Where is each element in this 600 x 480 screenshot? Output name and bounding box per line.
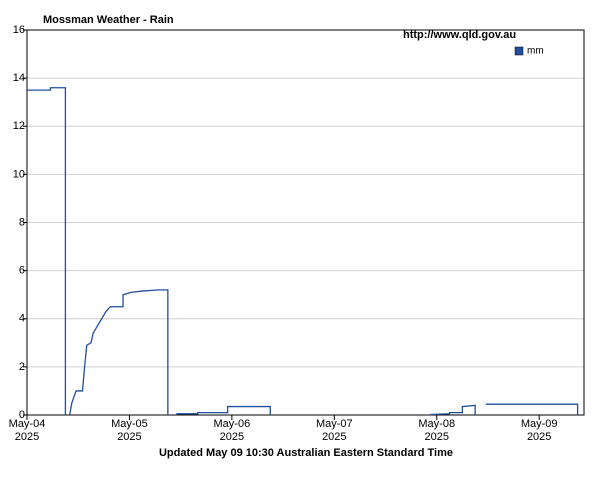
y-tick-label: 16 [13, 24, 25, 36]
x-tick-year: 2025 [527, 431, 551, 443]
x-tick-year: 2025 [15, 431, 39, 443]
x-tick-label: May-07 [316, 418, 353, 430]
y-tick-label: 4 [19, 313, 25, 325]
x-tick-label: May-06 [214, 418, 251, 430]
footer: Updated May 09 10:30 Australian Eastern … [159, 447, 453, 459]
chart-title: Mossman Weather - Rain [43, 14, 174, 26]
x-tick-label: May-08 [418, 418, 455, 430]
y-tick-label: 6 [19, 265, 25, 277]
plot-frame [26, 29, 585, 416]
legend-swatch [514, 46, 524, 56]
y-tick-label: 8 [19, 216, 25, 228]
rain-line [27, 87, 579, 416]
x-tick-label: May-04 [9, 418, 46, 430]
y-tick-label: 14 [13, 72, 25, 84]
y-tick-label: 2 [19, 361, 25, 373]
x-tick-label: May-09 [521, 418, 558, 430]
source-url: http://www.qld.gov.au [403, 29, 516, 41]
x-tick-year: 2025 [425, 431, 449, 443]
y-tick-label: 10 [13, 168, 25, 180]
x-tick-label: May-05 [111, 418, 148, 430]
x-tick-year: 2025 [322, 431, 346, 443]
legend-label: mm [527, 46, 544, 57]
y-tick-label: 0 [19, 409, 25, 421]
x-tick-year: 2025 [220, 431, 244, 443]
y-tick-label: 12 [13, 120, 25, 132]
x-tick-year: 2025 [117, 431, 141, 443]
